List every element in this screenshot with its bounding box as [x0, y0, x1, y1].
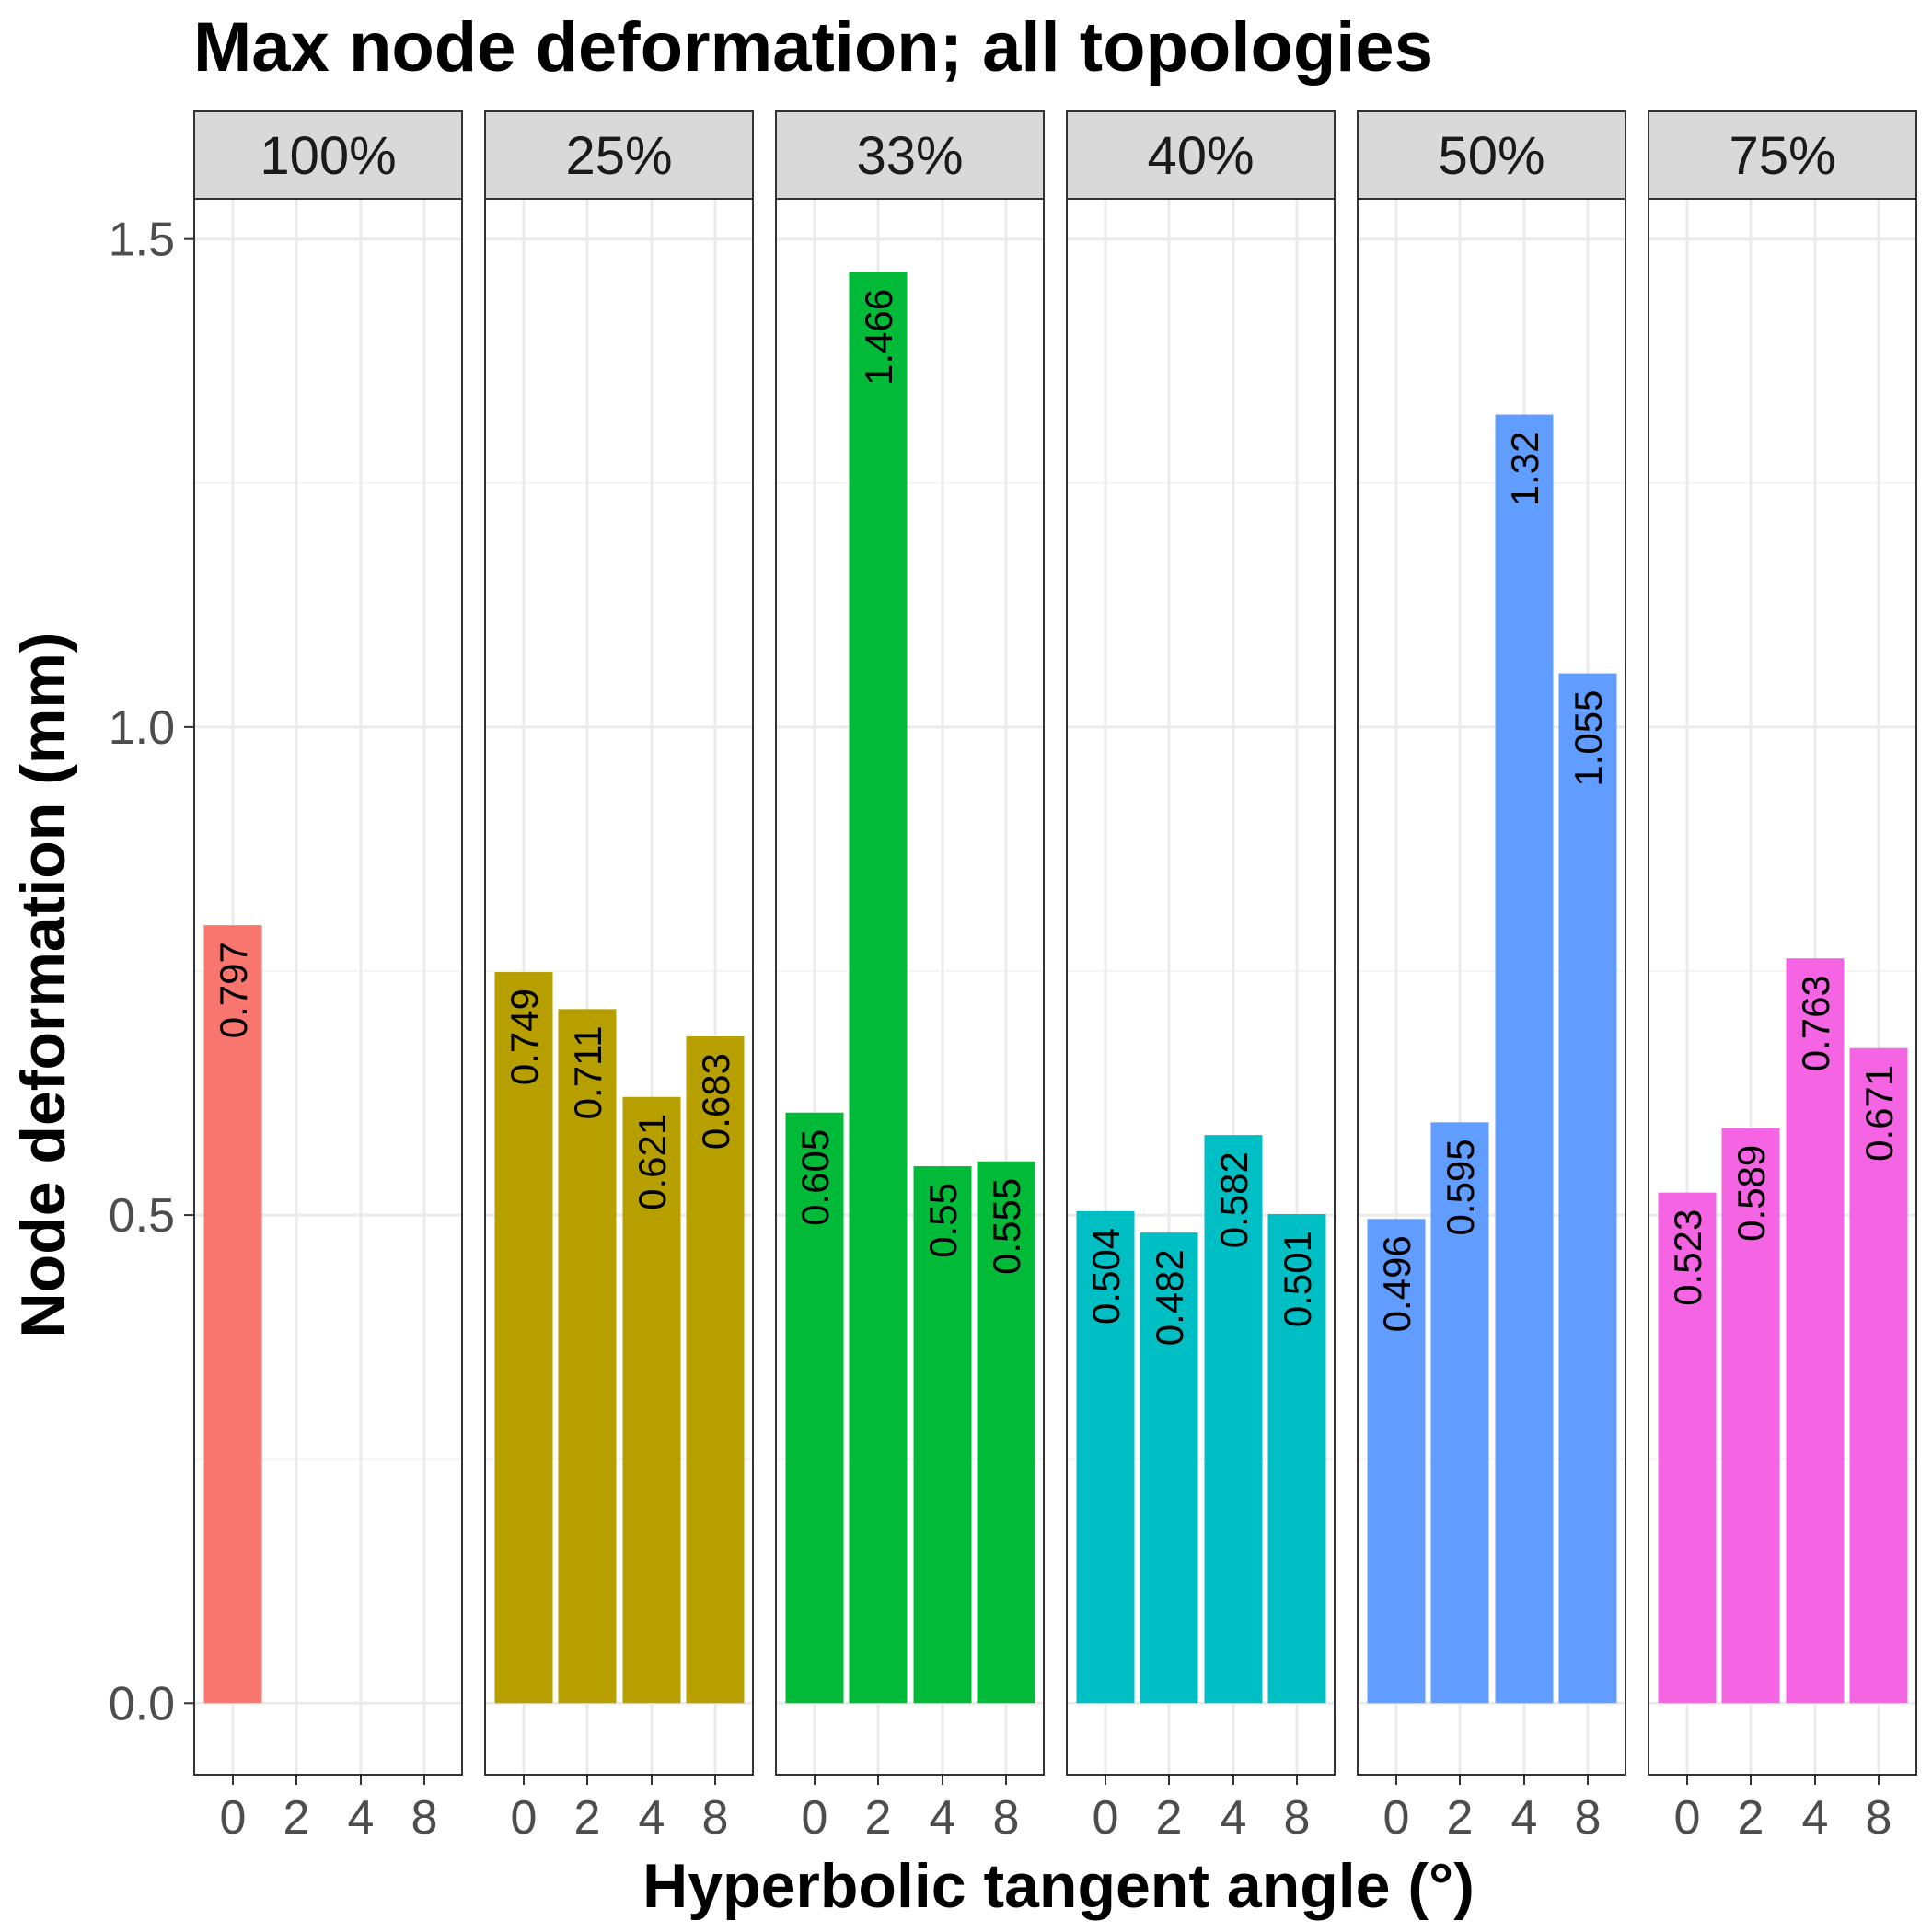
bar-value-label: 0.797 — [212, 942, 255, 1038]
bar — [1658, 1192, 1717, 1704]
bar — [1495, 414, 1554, 1704]
bar — [785, 1112, 844, 1704]
bar-value-label: 0.55 — [921, 1183, 965, 1258]
bar — [1204, 1135, 1263, 1704]
bar — [203, 925, 262, 1704]
bar-value-label: 0.523 — [1666, 1209, 1709, 1306]
x-tick-label: 4 — [930, 1791, 956, 1845]
x-tick-label: 8 — [1866, 1791, 1892, 1845]
bar — [1430, 1122, 1489, 1704]
bar-value-label: 0.582 — [1212, 1151, 1255, 1248]
x-tick-label: 0 — [1093, 1791, 1119, 1845]
facet-strip-label: 33% — [856, 126, 963, 186]
facet-strip — [775, 110, 1045, 200]
x-tick-label: 0 — [220, 1791, 247, 1845]
x-tick-label: 0 — [1674, 1791, 1701, 1845]
x-tick-label: 4 — [1221, 1791, 1247, 1845]
y-tick-label: 0.0 — [109, 1677, 175, 1730]
bar — [1140, 1232, 1198, 1704]
x-tick-label: 4 — [1802, 1791, 1829, 1845]
bar-value-label: 0.555 — [985, 1178, 1028, 1275]
y-tick-label: 1.0 — [109, 701, 175, 755]
x-tick-label: 4 — [348, 1791, 375, 1845]
facet-strip-label: 40% — [1147, 126, 1254, 186]
facet-strip-label: 50% — [1438, 126, 1544, 186]
bar — [1367, 1219, 1426, 1704]
x-tick-label: 8 — [411, 1791, 438, 1845]
bar-value-label: 0.482 — [1148, 1249, 1191, 1346]
x-axis-title: Hyperbolic tangent angle (°) — [642, 1851, 1475, 1921]
bar — [558, 1009, 617, 1704]
x-tick-label: 2 — [865, 1791, 892, 1845]
facet-strip-label: 25% — [565, 126, 672, 186]
x-tick-label: 8 — [702, 1791, 729, 1845]
bar-value-label: 0.683 — [694, 1053, 737, 1150]
x-tick-label: 8 — [993, 1791, 1020, 1845]
bar — [977, 1161, 1035, 1704]
bar — [1786, 958, 1845, 1704]
bar-value-label: 0.496 — [1375, 1235, 1418, 1332]
x-tick-label: 2 — [283, 1791, 310, 1845]
bar-value-label: 0.671 — [1857, 1065, 1901, 1162]
x-tick-label: 4 — [1511, 1791, 1538, 1845]
bar — [622, 1096, 681, 1704]
bar — [849, 272, 908, 1704]
bar-value-label: 0.589 — [1730, 1145, 1773, 1242]
bar — [913, 1166, 972, 1704]
bar-value-label: 1.055 — [1567, 690, 1610, 787]
bar — [1721, 1128, 1780, 1704]
y-tick-label: 1.5 — [109, 214, 175, 267]
bar-value-label: 0.605 — [793, 1129, 837, 1226]
chart-title: Max node deformation; all topologies — [193, 8, 1433, 87]
facet-strip — [1648, 110, 1917, 200]
bar-value-label: 1.32 — [1503, 432, 1546, 507]
bar-value-label: 0.711 — [566, 1025, 609, 1119]
x-tick-label: 0 — [802, 1791, 828, 1845]
bar-value-label: 0.621 — [631, 1114, 674, 1210]
bar — [686, 1036, 745, 1704]
bar-value-label: 0.595 — [1439, 1139, 1482, 1235]
bar-value-label: 0.501 — [1276, 1231, 1319, 1327]
x-tick-label: 8 — [1575, 1791, 1602, 1845]
facet-strip — [1066, 110, 1336, 200]
x-tick-label: 8 — [1284, 1791, 1311, 1845]
bar-value-label: 1.466 — [857, 289, 900, 386]
facet-strip-label: 75% — [1729, 126, 1835, 186]
bar-value-label: 0.504 — [1084, 1228, 1128, 1325]
x-tick-label: 0 — [511, 1791, 538, 1845]
x-tick-label: 2 — [1738, 1791, 1764, 1845]
facet-strip — [193, 110, 463, 200]
x-tick-label: 2 — [1156, 1791, 1183, 1845]
facet-strip — [1357, 110, 1626, 200]
x-tick-label: 2 — [574, 1791, 601, 1845]
x-tick-label: 2 — [1447, 1791, 1474, 1845]
bar-value-label: 0.763 — [1794, 975, 1837, 1071]
y-tick-label: 0.5 — [109, 1189, 175, 1243]
bar-value-label: 0.749 — [503, 989, 546, 1085]
bar — [1558, 673, 1617, 1704]
bar — [1267, 1214, 1326, 1704]
x-tick-label: 4 — [639, 1791, 665, 1845]
bar — [1076, 1210, 1135, 1704]
bar — [494, 972, 553, 1704]
facet-strip-label: 100% — [260, 126, 396, 186]
y-axis-title: Node deformation (mm) — [8, 632, 78, 1338]
bar — [1849, 1047, 1908, 1704]
x-tick-label: 0 — [1383, 1791, 1410, 1845]
facet-strip — [484, 110, 754, 200]
